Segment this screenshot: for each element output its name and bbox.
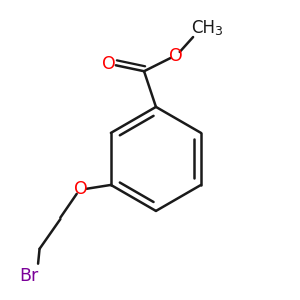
Text: O: O [74,180,88,198]
Text: CH: CH [191,19,215,37]
Text: 3: 3 [214,25,222,38]
Text: O: O [102,55,116,73]
Text: O: O [169,47,183,65]
Text: Br: Br [20,267,39,285]
